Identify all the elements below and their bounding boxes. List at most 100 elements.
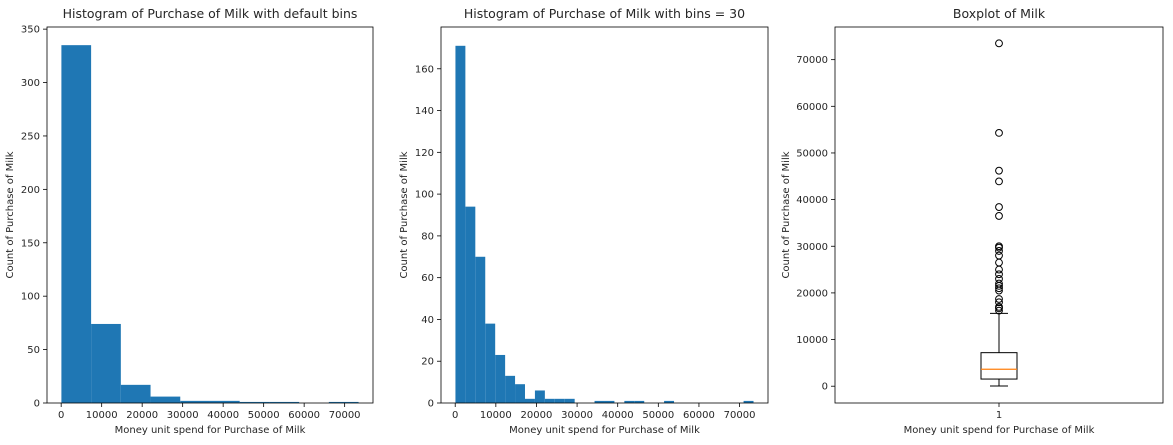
outlier-point [995,203,1003,211]
y-tick-label: 20000 [796,288,828,299]
y-tick-label: 50 [27,345,40,356]
y-tick-label: 250 [21,131,40,142]
x-tick-label: 1 [996,410,1002,421]
x-axis-label: Money unit spend for Purchase of Milk [509,425,700,436]
histogram-bar [239,401,270,403]
outlier-point [995,212,1003,220]
panel-histogram-default-bins: 0 10000 20000 30000 40000 50000 60000 70000 0 50 1… [5,6,374,436]
y-tick-label: 40 [421,315,434,326]
y-tick-label: 120 [415,148,434,159]
x-tick-label: 60000 [288,410,320,421]
y-axis-label: Count of Purchase of Milk [781,151,792,278]
histogram-bar [209,400,240,403]
y-tick-label: 30000 [796,242,828,253]
outlier-point [995,306,1003,315]
outlier-point [995,270,1003,279]
histogram-bar [564,398,575,403]
x-tick-label: 40000 [207,410,239,421]
y-tick-label: 60000 [796,102,828,113]
outlier-point [995,275,1003,283]
histogram-bar [505,375,516,403]
chart-title: Boxplot of Milk [953,6,1046,21]
outlier-point [995,303,1003,311]
outlier-point [995,242,1003,251]
x-tick-label: 20000 [126,410,158,421]
outlier-point [995,284,1003,293]
x-tick-label: 40000 [602,410,634,421]
outlier-point [995,251,1003,260]
x-tick-label: 50000 [248,410,280,421]
axes-frame [440,26,769,404]
y-tick-label: 40000 [796,195,828,206]
x-tick-label: 70000 [329,410,361,421]
iqr-box [980,352,1018,380]
x-tick-label: 30000 [167,410,199,421]
outlier-point [995,265,1003,274]
panel-histogram-30-bins: 0 10000 20000 30000 40000 50000 60000 70000 0 20 4… [399,6,769,436]
y-tick-label: 150 [21,238,40,249]
histogram-bar [664,400,675,403]
outlier-point [995,298,1003,307]
histogram-bar [743,400,754,403]
outlier-point [995,279,1003,288]
panel-boxplot: 1 0 10000 20000 30000 40000 50000 60000 70000 Bo… [781,6,1164,436]
outlier-point [995,128,1003,137]
histogram-bar [475,256,486,403]
histogram-bar [594,400,605,403]
y-tick-label: 0 [428,399,434,410]
x-tick-label: 30000 [561,410,593,421]
y-tick-label: 300 [21,78,40,89]
x-tick-label: 10000 [480,410,512,421]
histogram-bar [180,400,210,403]
outlier-point [995,39,1003,48]
histogram-bar [544,398,555,403]
axes-frame [834,26,1164,404]
y-tick-label: 0 [34,399,40,410]
y-tick-label: 10000 [796,335,828,346]
histogram-bar [604,400,615,403]
histogram-bar [524,398,535,403]
histogram-bar [465,206,476,403]
histogram-bar [554,398,565,403]
histogram-bar [624,400,635,403]
y-tick-label: 60 [421,273,434,284]
x-tick-label: 60000 [683,410,715,421]
histogram-bar [634,400,645,403]
histogram-bar [91,323,121,403]
histogram-bar [269,401,300,403]
outlier-point [995,177,1003,186]
histogram-bar [150,396,181,403]
axes-frame [46,26,374,404]
y-tick-label: 80 [421,231,434,242]
x-tick-label: 70000 [724,410,756,421]
chart-title: Histogram of Purchase of Milk with defau… [63,6,358,21]
y-tick-label: 100 [21,292,40,303]
histogram-bar [328,401,359,403]
y-axis-label: Count of Purchase of Milk [399,151,410,278]
x-tick-label: 50000 [642,410,674,421]
y-tick-label: 0 [822,382,828,393]
histogram-bar [495,354,506,403]
x-tick-label: 0 [58,410,64,421]
y-tick-label: 20 [421,357,434,368]
y-tick-label: 140 [415,106,434,117]
x-tick-label: 0 [452,410,458,421]
y-tick-label: 160 [415,64,434,75]
y-tick-label: 50000 [796,148,828,159]
outlier-point [995,247,1003,255]
histogram-bar [515,384,525,403]
x-tick-label: 20000 [521,410,553,421]
outlier-point [995,258,1003,267]
y-tick-label: 200 [21,185,40,196]
x-tick-label: 10000 [86,410,118,421]
histogram-bar [455,45,466,404]
outlier-point [995,295,1003,303]
outlier-point [995,166,1003,175]
chart-title: Histogram of Purchase of Milk with bins … [464,6,745,21]
histogram-bar [485,323,496,403]
histogram-bar [61,45,92,404]
y-tick-label: 70000 [796,55,828,66]
y-axis-label: Count of Purchase of Milk [5,151,16,278]
